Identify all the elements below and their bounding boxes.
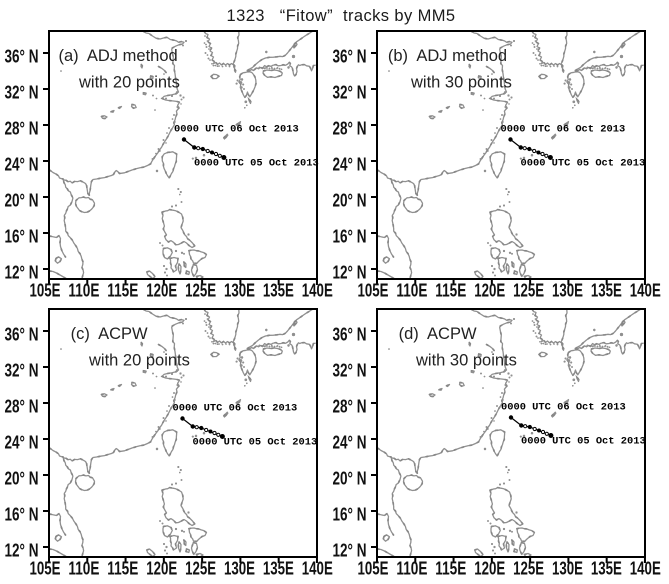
svg-text:0000 UTC 06 Oct 2013: 0000 UTC 06 Oct 2013 [174, 123, 299, 135]
svg-text:36° N: 36° N [5, 47, 39, 67]
svg-text:105E: 105E [30, 281, 61, 301]
svg-text:125E: 125E [513, 281, 544, 301]
svg-text:32° N: 32° N [5, 83, 39, 103]
svg-text:105E: 105E [358, 559, 389, 579]
svg-text:with 30 points: with 30 points [415, 352, 517, 370]
svg-text:110E: 110E [396, 559, 427, 579]
svg-text:24° N: 24° N [5, 155, 39, 175]
svg-text:32° N: 32° N [333, 83, 367, 103]
svg-text:130E: 130E [224, 281, 255, 301]
svg-text:20° N: 20° N [5, 191, 39, 211]
svg-text:12° N: 12° N [5, 263, 39, 283]
svg-text:135E: 135E [263, 281, 294, 301]
svg-text:36° N: 36° N [333, 325, 367, 345]
svg-text:(d) ACPW: (d) ACPW [399, 325, 477, 343]
svg-text:115E: 115E [435, 559, 466, 579]
svg-text:110E: 110E [68, 559, 99, 579]
svg-text:36° N: 36° N [333, 47, 367, 67]
svg-text:12° N: 12° N [333, 541, 367, 561]
svg-text:12° N: 12° N [5, 541, 39, 561]
svg-text:28° N: 28° N [333, 119, 367, 139]
svg-text:115E: 115E [107, 281, 138, 301]
svg-text:105E: 105E [30, 559, 61, 579]
svg-text:24° N: 24° N [333, 433, 367, 453]
svg-text:32° N: 32° N [5, 361, 39, 381]
svg-text:20° N: 20° N [333, 469, 367, 489]
svg-text:120E: 120E [146, 559, 177, 579]
svg-text:125E: 125E [185, 281, 216, 301]
svg-text:135E: 135E [591, 281, 622, 301]
svg-text:24° N: 24° N [5, 433, 39, 453]
svg-text:115E: 115E [435, 281, 466, 301]
svg-text:32° N: 32° N [333, 361, 367, 381]
svg-text:20° N: 20° N [333, 191, 367, 211]
svg-text:125E: 125E [185, 559, 216, 579]
svg-text:115E: 115E [107, 559, 138, 579]
svg-text:0000 UTC 06 Oct 2013: 0000 UTC 06 Oct 2013 [501, 401, 626, 413]
svg-text:0000 UTC 06 Oct 2013: 0000 UTC 06 Oct 2013 [173, 402, 298, 414]
svg-text:28° N: 28° N [333, 397, 367, 417]
svg-text:12° N: 12° N [333, 263, 367, 283]
svg-text:with 30 points: with 30 points [410, 74, 512, 92]
svg-text:1323 “Fitow” tracks by MM5: 1323 “Fitow” tracks by MM5 [227, 7, 456, 25]
svg-text:120E: 120E [146, 281, 177, 301]
svg-text:with 20 points: with 20 points [78, 74, 180, 92]
svg-text:(b) ADJ method: (b) ADJ method [388, 47, 507, 65]
svg-text:0000 UTC 05 Oct 2013: 0000 UTC 05 Oct 2013 [193, 437, 318, 449]
svg-text:16° N: 16° N [333, 505, 367, 525]
svg-text:0000 UTC 05 Oct 2013: 0000 UTC 05 Oct 2013 [194, 158, 319, 170]
svg-text:135E: 135E [263, 559, 294, 579]
svg-text:110E: 110E [396, 281, 427, 301]
svg-text:28° N: 28° N [5, 397, 39, 417]
svg-text:16° N: 16° N [333, 227, 367, 247]
svg-text:(c) ACPW: (c) ACPW [71, 325, 148, 343]
svg-text:140E: 140E [630, 281, 661, 301]
svg-text:125E: 125E [513, 559, 544, 579]
svg-text:0000 UTC 05 Oct 2013: 0000 UTC 05 Oct 2013 [521, 436, 646, 448]
svg-text:with 20 points: with 20 points [88, 352, 190, 370]
svg-text:24° N: 24° N [333, 155, 367, 175]
svg-text:130E: 130E [224, 559, 255, 579]
svg-text:20° N: 20° N [5, 469, 39, 489]
svg-text:120E: 120E [474, 559, 505, 579]
svg-text:28° N: 28° N [5, 119, 39, 139]
svg-text:130E: 130E [552, 281, 583, 301]
svg-text:0000 UTC 05 Oct 2013: 0000 UTC 05 Oct 2013 [521, 158, 646, 170]
svg-text:36° N: 36° N [5, 325, 39, 345]
svg-text:140E: 140E [302, 559, 333, 579]
svg-text:140E: 140E [302, 281, 333, 301]
svg-text:135E: 135E [591, 559, 622, 579]
svg-text:105E: 105E [358, 281, 389, 301]
svg-text:140E: 140E [630, 559, 661, 579]
svg-text:120E: 120E [474, 281, 505, 301]
svg-text:130E: 130E [552, 559, 583, 579]
svg-text:(a) ADJ method: (a) ADJ method [59, 47, 178, 65]
svg-text:0000 UTC 06 Oct 2013: 0000 UTC 06 Oct 2013 [501, 123, 626, 135]
svg-text:16° N: 16° N [5, 227, 39, 247]
svg-text:16° N: 16° N [5, 505, 39, 525]
svg-text:110E: 110E [68, 281, 99, 301]
